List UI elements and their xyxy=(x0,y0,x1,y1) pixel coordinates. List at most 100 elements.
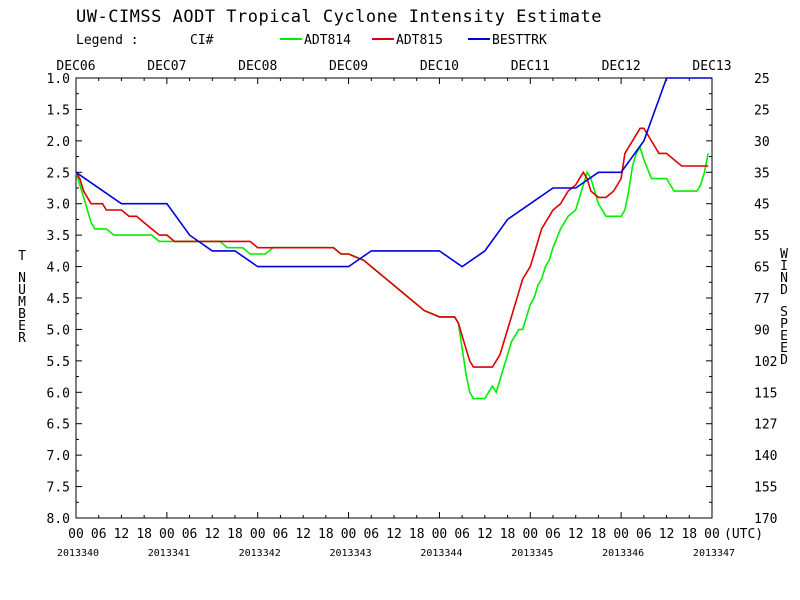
legend-entries: ADT814 ADT815 BESTTRK xyxy=(280,33,547,48)
left-axis-title-letter: B xyxy=(18,307,26,322)
bottom-unit-label: (UTC) xyxy=(724,527,763,542)
top-date-axis: DEC06 DEC07 DEC08 DEC09 DEC10 DEC11 DEC12 DEC13 xyxy=(56,59,732,84)
top-date-tick-label: DEC11 xyxy=(511,59,550,74)
bottom-hour-axis: 00 06 12 18 00 06 12 18 00 06 12 18 00 06 12 18 00 06 12 18… xyxy=(57,512,763,559)
bottom-hour-tick-label: 18 xyxy=(227,527,243,542)
right-tick-label: 155 xyxy=(754,481,777,496)
top-date-tick-label: DEC09 xyxy=(329,59,368,74)
bottom-hour-tick-label: 00 xyxy=(432,527,448,542)
left-tick-label: 2.0 xyxy=(47,135,70,150)
bottom-hour-tick-label: 12 xyxy=(295,527,311,542)
bottom-julian-label: 2013347 xyxy=(693,548,735,559)
legend-entry-besttrk: BESTTRK xyxy=(492,33,547,48)
top-date-tick-label: DEC06 xyxy=(56,59,95,74)
top-date-tick-label: DEC13 xyxy=(692,59,731,74)
bottom-julian-label: 2013343 xyxy=(329,548,371,559)
bottom-hour-tick-label: 00 xyxy=(522,527,538,542)
top-date-tick-label: DEC12 xyxy=(602,59,641,74)
bottom-hour-tick-label: 06 xyxy=(363,527,379,542)
legend-entry-adt815: ADT815 xyxy=(396,33,443,48)
series-line-adt815 xyxy=(75,127,709,368)
right-tick-label: 25 xyxy=(754,103,770,118)
bottom-julian-label: 2013345 xyxy=(511,548,553,559)
left-tick-label: 4.0 xyxy=(47,261,70,276)
left-tick-label: 3.0 xyxy=(47,198,70,213)
bottom-hour-tick-label: 00 xyxy=(159,527,175,542)
bottom-hour-tick-label: 12 xyxy=(114,527,130,542)
left-axis-title-letter: N xyxy=(18,271,26,286)
right-tick-label: 35 xyxy=(754,166,770,181)
right-tick-label: 127 xyxy=(754,418,777,433)
right-axis-title-letter: E xyxy=(780,329,788,344)
left-axis-title-letter: M xyxy=(18,295,26,310)
left-tick-label: 8.0 xyxy=(47,512,70,527)
left-axis-title-letter: T xyxy=(18,249,26,264)
right-axis-title-letter: W xyxy=(780,247,788,262)
bottom-hour-tick-label: 00 xyxy=(68,527,84,542)
left-tick-label: 4.5 xyxy=(47,292,70,307)
right-axis-title-letter: E xyxy=(780,341,788,356)
left-tick-label: 7.5 xyxy=(47,481,70,496)
right-tick-label: 170 xyxy=(754,512,777,527)
right-tick-label: 25 xyxy=(754,72,770,87)
bottom-hour-tick-label: 06 xyxy=(636,527,652,542)
right-axis-title-letter: D xyxy=(780,283,788,298)
right-tick-label: 140 xyxy=(754,449,777,464)
series-layer xyxy=(75,77,712,400)
left-tick-label: 2.5 xyxy=(47,166,70,181)
legend-field: CI# xyxy=(190,33,214,48)
left-axis-title-letter: R xyxy=(18,331,26,346)
bottom-hour-tick-label: 12 xyxy=(386,527,402,542)
right-tick-label: 90 xyxy=(754,323,770,338)
right-axis-title-letter: D xyxy=(780,353,788,368)
bottom-hour-tick-label: 12 xyxy=(477,527,493,542)
plot-area-frame xyxy=(75,77,713,519)
bottom-julian-label: 2013346 xyxy=(602,548,644,559)
left-axis-title-letter: U xyxy=(18,283,26,298)
bottom-hour-tick-label: 00 xyxy=(704,527,720,542)
series-line-adt814 xyxy=(75,145,709,400)
left-tick-label: 6.0 xyxy=(47,386,70,401)
right-axis-title-letter: P xyxy=(780,317,788,332)
left-tick-label: 7.0 xyxy=(47,449,70,464)
bottom-hour-tick-label: 12 xyxy=(204,527,220,542)
legend-label: Legend : xyxy=(76,33,139,48)
bottom-hour-tick-label: 00 xyxy=(250,527,266,542)
left-tick-label: 5.5 xyxy=(47,355,70,370)
left-tick-label: 3.5 xyxy=(47,229,70,244)
bottom-hour-tick-label: 18 xyxy=(681,527,697,542)
right-axis-title-letter: I xyxy=(780,259,788,274)
right-tick-label: 30 xyxy=(754,135,770,150)
left-axis-title-letter: E xyxy=(18,319,26,334)
bottom-julian-label: 2013340 xyxy=(57,548,99,559)
legend-entry-adt814: ADT814 xyxy=(304,33,351,48)
right-tick-label: 102 xyxy=(754,355,777,370)
chart-title: UW-CIMSS AODT Tropical Cyclone Intensity… xyxy=(76,7,602,27)
bottom-hour-tick-label: 18 xyxy=(318,527,334,542)
left-tnumber-axis: 1.0 1.5 2.0 2.5 3.0 3.5 4.0 4.5 5.0 5.5 6.0 6.5 7.0 7… xyxy=(47,72,82,527)
left-tick-label: 5.0 xyxy=(47,323,70,338)
right-tick-label: 77 xyxy=(754,292,770,307)
bottom-hour-tick-label: 18 xyxy=(136,527,152,542)
left-tick-label: 1.0 xyxy=(47,72,70,87)
right-windspeed-axis: 25 25 30 35 45 55 65 77 90 102 115 127 140 155 170 xyxy=(706,72,777,527)
right-tick-label: 45 xyxy=(754,198,770,213)
top-date-tick-label: DEC07 xyxy=(147,59,186,74)
bottom-julian-label: 2013344 xyxy=(420,548,462,559)
bottom-hour-tick-label: 18 xyxy=(409,527,425,542)
bottom-hour-tick-label: 00 xyxy=(341,527,357,542)
bottom-hour-tick-label: 06 xyxy=(91,527,107,542)
bottom-hour-tick-label: 06 xyxy=(182,527,198,542)
bottom-julian-label: 2013342 xyxy=(239,548,281,559)
bottom-hour-tick-label: 18 xyxy=(500,527,516,542)
bottom-hour-tick-label: 00 xyxy=(613,527,629,542)
bottom-hour-tick-label: 06 xyxy=(273,527,289,542)
bottom-hour-tick-label: 06 xyxy=(545,527,561,542)
top-date-tick-label: DEC08 xyxy=(238,59,277,74)
left-tick-label: 1.5 xyxy=(47,103,70,118)
left-tick-label: 6.5 xyxy=(47,418,70,433)
bottom-hour-tick-label: 18 xyxy=(591,527,607,542)
